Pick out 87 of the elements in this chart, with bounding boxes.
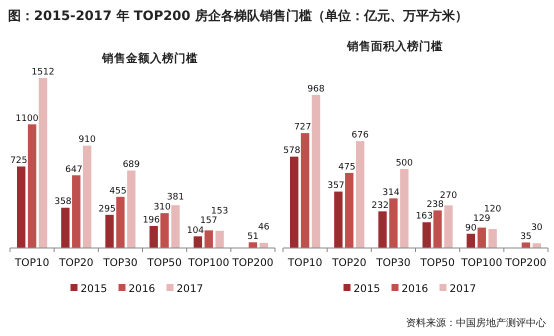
data-label: 238 bbox=[426, 200, 444, 210]
data-label: 90 bbox=[465, 223, 477, 234]
data-label: 725 bbox=[10, 156, 28, 166]
data-label: 270 bbox=[440, 190, 458, 201]
bar bbox=[16, 166, 26, 248]
bar bbox=[389, 198, 398, 248]
bar bbox=[522, 242, 530, 248]
x-tick-label: TOP10 bbox=[14, 257, 50, 269]
bar bbox=[194, 236, 202, 248]
bar bbox=[82, 146, 92, 248]
data-label: 120 bbox=[484, 204, 502, 215]
data-label: 455 bbox=[109, 186, 127, 196]
data-label: 910 bbox=[78, 135, 96, 146]
bar bbox=[28, 124, 36, 248]
bar bbox=[466, 234, 476, 248]
legend-label: 2015 bbox=[80, 283, 108, 295]
bar bbox=[488, 229, 497, 248]
data-label: 30 bbox=[531, 222, 543, 233]
bar bbox=[38, 78, 48, 248]
bar bbox=[171, 205, 180, 248]
data-label: 358 bbox=[54, 197, 72, 208]
x-tick-label: TOP30 bbox=[102, 257, 138, 269]
data-label: 357 bbox=[327, 181, 345, 192]
x-tick-label: TOP200 bbox=[504, 257, 546, 269]
bar bbox=[105, 214, 114, 248]
x-tick-label: TOP100 bbox=[460, 257, 502, 269]
data-label: 647 bbox=[65, 164, 82, 175]
bar bbox=[61, 208, 70, 248]
data-label: 1100 bbox=[16, 114, 39, 124]
bar bbox=[149, 226, 158, 248]
bar bbox=[400, 168, 409, 248]
data-label: 578 bbox=[283, 146, 301, 156]
data-label: 727 bbox=[294, 122, 312, 133]
data-label: 500 bbox=[396, 158, 414, 168]
data-label: 232 bbox=[372, 200, 389, 211]
x-tick-label: TOP200 bbox=[231, 257, 274, 269]
x-tick-label: TOP20 bbox=[331, 257, 366, 269]
x-tick-label: TOP100 bbox=[187, 257, 230, 269]
data-label: 295 bbox=[98, 204, 116, 214]
data-label: 104 bbox=[186, 226, 204, 236]
text: 资料来源：中国房地产测评中心 bbox=[406, 317, 546, 329]
bar bbox=[433, 210, 442, 248]
chart-title: 销售面积入榜门槛 bbox=[346, 39, 443, 53]
bar bbox=[300, 133, 310, 248]
x-tick-label: TOP10 bbox=[286, 257, 322, 269]
bar bbox=[312, 95, 320, 248]
data-label: 310 bbox=[154, 202, 172, 213]
bar bbox=[116, 196, 125, 248]
bar bbox=[422, 222, 431, 248]
legend-label: 2015 bbox=[354, 283, 380, 295]
data-label: 35 bbox=[520, 232, 532, 242]
data-label: 314 bbox=[382, 188, 400, 198]
data-label: 163 bbox=[416, 212, 433, 222]
data-label: 475 bbox=[338, 162, 356, 172]
bar bbox=[356, 141, 364, 248]
data-label: 51 bbox=[247, 232, 259, 242]
data-label: 676 bbox=[352, 130, 369, 141]
data-label: 153 bbox=[211, 206, 228, 216]
bar bbox=[127, 170, 136, 248]
data-label: 129 bbox=[473, 214, 491, 224]
x-tick-label: TOP50 bbox=[419, 257, 455, 269]
data-label: 1512 bbox=[32, 68, 54, 78]
bar bbox=[334, 192, 343, 248]
x-tick-label: TOP30 bbox=[375, 257, 411, 269]
bar bbox=[378, 211, 387, 248]
data-label: 46 bbox=[258, 222, 270, 232]
bar bbox=[72, 175, 80, 248]
bar bbox=[478, 228, 486, 248]
legend-label: 2016 bbox=[128, 283, 156, 295]
x-tick-label: TOP50 bbox=[146, 257, 182, 269]
legend-label: 2017 bbox=[176, 283, 204, 295]
data-label: 157 bbox=[200, 216, 218, 226]
data-label: 968 bbox=[307, 84, 325, 94]
bar bbox=[204, 230, 213, 248]
chart-title: 图：2015-2017 年 TOP200 房企各梯队销售门槛（单位：亿元、万平方米） bbox=[8, 8, 468, 24]
bar bbox=[345, 172, 354, 248]
legend-label: 2017 bbox=[450, 283, 476, 295]
bar bbox=[160, 213, 169, 248]
data-label: 381 bbox=[166, 192, 184, 203]
chart-subtitle: 销售金额入榜门槛 bbox=[101, 51, 198, 65]
x-tick-label: TOP20 bbox=[58, 257, 94, 269]
bar bbox=[215, 230, 224, 248]
bar bbox=[290, 156, 298, 248]
legend-label: 2016 bbox=[402, 283, 429, 295]
bar bbox=[444, 205, 453, 248]
data-label: 689 bbox=[122, 160, 140, 170]
data-label: 196 bbox=[142, 215, 160, 226]
